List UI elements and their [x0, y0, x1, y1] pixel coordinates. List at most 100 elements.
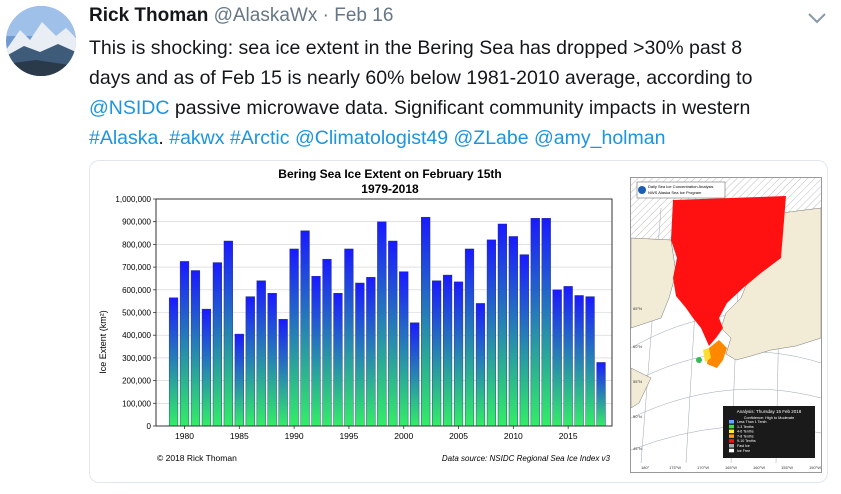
map-legend-label: Ice Free: [737, 449, 750, 453]
plot-frame: [155, 198, 613, 427]
y-tick-label: 900,000: [122, 218, 151, 227]
bar-2002: [421, 216, 431, 427]
bar-2016: [574, 295, 584, 427]
ice-free-marker: [696, 357, 702, 363]
map-lat-label: 65°N: [633, 306, 642, 311]
map-confidence: Confidence: High to Moderate: [744, 416, 794, 420]
author-name[interactable]: Rick Thoman: [89, 5, 209, 26]
hashtag-alaska[interactable]: #Alaska: [89, 127, 159, 149]
map-legend-label: Fast Ice: [737, 444, 750, 448]
bar-2003: [432, 280, 442, 427]
bar-2017: [585, 296, 595, 427]
y-tick-label: 500,000: [122, 309, 151, 318]
map-title-box: [636, 181, 726, 199]
bar-1993: [322, 258, 332, 427]
mention-zlabe[interactable]: @ZLabe: [453, 127, 529, 149]
map-legend-box: [723, 406, 815, 458]
bar-2012: [530, 218, 540, 427]
tweet-line-3-text: passive microwave data. Significant comm…: [169, 97, 751, 119]
x-tick-label: 2005: [449, 431, 468, 441]
x-tick-label: 2010: [504, 431, 523, 441]
x-tick-label: 1980: [175, 431, 194, 441]
bar-2013: [541, 218, 551, 427]
bar-1998: [377, 221, 387, 427]
bar-1979: [168, 297, 179, 427]
bar-2011: [519, 254, 529, 427]
map-legend-swatch: [729, 444, 734, 448]
bar-1992: [311, 275, 321, 427]
hashtag-arctic[interactable]: #Arctic: [229, 127, 290, 149]
map-legend-swatch: [729, 448, 734, 453]
map-legend-label: 9-10 Tenths: [737, 439, 756, 443]
map-legend-label: 4-6 Tenths: [737, 430, 754, 434]
y-tick-label: 300,000: [122, 354, 151, 363]
map-lon-label: 165°W: [725, 465, 737, 470]
map-lon-label: 180°: [641, 465, 650, 470]
bar-1999: [388, 240, 398, 427]
bar-1996: [355, 282, 365, 427]
map-legend-swatch: [729, 420, 734, 424]
noaa-logo-icon: [638, 186, 646, 194]
map-title-line2: NWS Alaska Sea Ice Program: [648, 190, 702, 195]
map-lon-label: 175°W: [669, 465, 681, 470]
x-tick-label: 1985: [230, 431, 249, 441]
x-tick-label: 1990: [285, 431, 304, 441]
map-legend-swatch: [729, 439, 734, 443]
tweet-line-2: days and as of Feb 15 is nearly 60% belo…: [89, 67, 753, 89]
mountain-landscape-avatar: [6, 6, 76, 76]
tweet-text: This is shocking: sea ice extent in the …: [89, 33, 829, 153]
y-tick-label: 600,000: [122, 286, 151, 295]
sea-ice-region: [671, 196, 786, 346]
tweet-line-4: #Alaska. #akwx #Arctic @Climatologist49 …: [89, 123, 829, 153]
bar-2015: [563, 286, 573, 427]
bar-1984: [223, 240, 233, 427]
bar-1985: [234, 333, 244, 427]
map-lon-label: 170°W: [697, 465, 709, 470]
ice-extent-bar-chart: Bering Sea Ice Extent on February 15th 1…: [98, 167, 613, 463]
map-legend-swatch: [729, 424, 734, 429]
bar-1982: [201, 308, 212, 427]
y-tick-label: 200,000: [122, 377, 151, 386]
map-legend-label: 7-8 Tenths: [737, 434, 754, 438]
chart-copyright: © 2018 Rick Thoman: [157, 453, 237, 463]
y-tick-label: 800,000: [122, 240, 151, 249]
mention-climatologist49[interactable]: @Climatologist49: [294, 127, 449, 149]
y-tick-label: 400,000: [122, 331, 151, 340]
author-handle[interactable]: @AlaskaWx: [213, 5, 318, 26]
bar-2014: [552, 289, 562, 427]
bar-1989: [278, 319, 288, 427]
nearshore-ice: [707, 340, 727, 368]
bar-1995: [344, 248, 354, 427]
mention-nsidc[interactable]: @NSIDC: [89, 97, 170, 119]
map-lat-label: 60°N: [633, 344, 642, 349]
tweet-header: Rick Thoman @AlaskaWx · Feb 16: [89, 4, 393, 28]
avatar[interactable]: [6, 6, 76, 76]
map-lon-label: 150°W: [809, 465, 821, 470]
sea-ice-map: Daily Sea Ice Concentration Analysis NWS…: [630, 177, 822, 473]
chart-title: Bering Sea Ice Extent on February 15th: [278, 167, 501, 181]
bar-2001: [410, 322, 420, 427]
bar-1990: [289, 248, 299, 427]
map-lon-label: 160°W: [753, 465, 765, 470]
hashtag-akwx[interactable]: #akwx: [169, 127, 225, 149]
y-tick-label: 1,000,000: [115, 195, 151, 204]
map-lon-label: 155°W: [781, 465, 793, 470]
bar-1997: [366, 277, 376, 427]
map-lat-label: 55°N: [633, 379, 642, 384]
y-tick-label: 100,000: [122, 399, 151, 408]
fast-ice-patch: [703, 348, 711, 362]
map-lat-label: 45°N: [633, 446, 642, 451]
bar-1980: [179, 261, 190, 427]
map-legend-swatch: [729, 429, 734, 434]
chart-data-source: Data source: NSIDC Regional Sea Ice Inde…: [442, 454, 611, 463]
tweet-date[interactable]: Feb 16: [334, 5, 394, 26]
tweet-image-card[interactable]: Bering Sea Ice Extent on February 15th 1…: [89, 160, 828, 483]
chart-subtitle: 1979-2018: [361, 182, 419, 196]
mention-amy-holman[interactable]: @amy_holman: [534, 127, 666, 149]
bar-1986: [245, 296, 255, 427]
chevron-down-icon[interactable]: [806, 10, 828, 26]
x-tick-label: 1995: [339, 431, 358, 441]
bar-2009: [497, 223, 507, 427]
bar-1994: [333, 293, 343, 427]
tweet-line-3: @NSIDC passive microwave data. Significa…: [89, 93, 829, 123]
